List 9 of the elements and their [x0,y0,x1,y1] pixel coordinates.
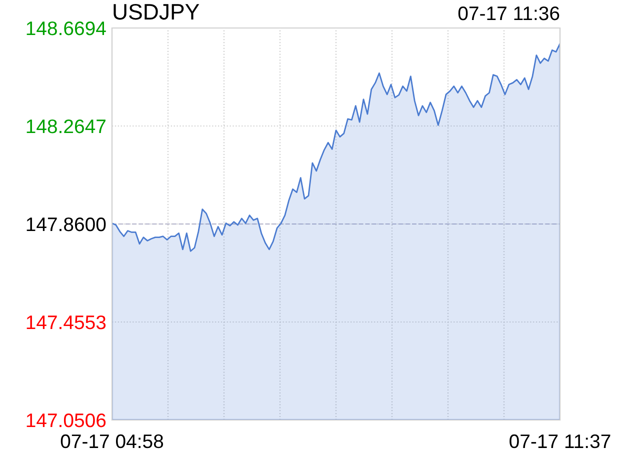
x-tick-label: 07-17 04:58 [60,434,164,448]
y-tick-label: 147.4553 [26,315,106,330]
y-tick-label: 147.8600 [26,217,106,232]
y-tick-label: 148.2647 [26,119,106,134]
y-tick-label: 148.6694 [26,21,106,36]
y-tick-label: 147.0506 [26,413,106,428]
chart-title: USDJPY [114,4,200,20]
chart-subtitle: 07-17 11:36 [458,6,560,20]
x-tick-label: 07-17 11:37 [510,434,610,448]
